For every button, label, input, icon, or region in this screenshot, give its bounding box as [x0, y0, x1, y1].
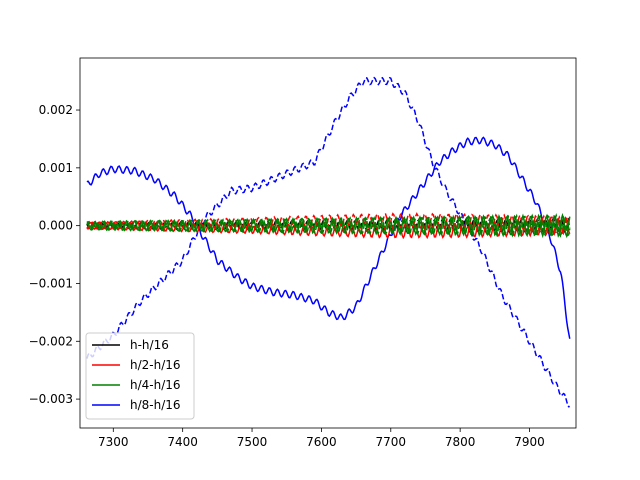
x-tick-label: 7400	[167, 435, 198, 449]
y-tick-label: −0.001	[29, 276, 73, 290]
x-axis: 7300 7400 7500 7600 7700 7800 7900	[98, 428, 545, 449]
y-axis: 0.002 0.001 0.000 −0.001 −0.002 −0.003	[29, 103, 80, 406]
x-tick-label: 7800	[445, 435, 476, 449]
y-tick-label: −0.003	[29, 392, 73, 406]
legend-label: h-h/16	[130, 338, 169, 352]
series-line-h-8-h-16-dashed	[86, 76, 570, 408]
y-tick-label: −0.002	[29, 334, 73, 348]
series-line-h-4-h-16-solid	[86, 212, 571, 239]
series-layer	[86, 76, 571, 408]
y-tick-label: 0.002	[39, 103, 73, 117]
y-tick-label: 0.000	[39, 219, 73, 233]
legend-label: h/4-h/16	[130, 378, 181, 392]
legend-box	[85, 332, 195, 420]
x-tick-label: 7900	[514, 435, 545, 449]
x-tick-label: 7500	[237, 435, 268, 449]
plot-frame	[79, 57, 577, 429]
series-line-h-8-h-16-solid	[86, 136, 571, 339]
legend-label: h/8-h/16	[130, 398, 181, 412]
x-tick-label: 7300	[98, 435, 129, 449]
x-tick-label: 7700	[376, 435, 407, 449]
legend-label: h/2-h/16	[130, 358, 181, 372]
legend: h-h/16 h/2-h/16 h/4-h/16 h/8-h/16	[85, 332, 195, 420]
y-tick-label: 0.001	[39, 161, 73, 175]
x-tick-label: 7600	[306, 435, 337, 449]
series-line-h-4-h-16-dashed	[86, 212, 571, 239]
